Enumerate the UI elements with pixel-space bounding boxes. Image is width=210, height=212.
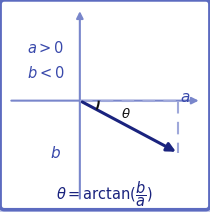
Text: $b < 0$: $b < 0$	[28, 65, 65, 81]
Text: $\theta = \arctan(\dfrac{b}{a})$: $\theta = \arctan(\dfrac{b}{a})$	[56, 179, 154, 209]
Text: $\theta$: $\theta$	[121, 107, 131, 121]
Text: $b$: $b$	[50, 145, 61, 161]
Text: $a$: $a$	[180, 90, 190, 105]
Text: $a > 0$: $a > 0$	[28, 40, 65, 56]
